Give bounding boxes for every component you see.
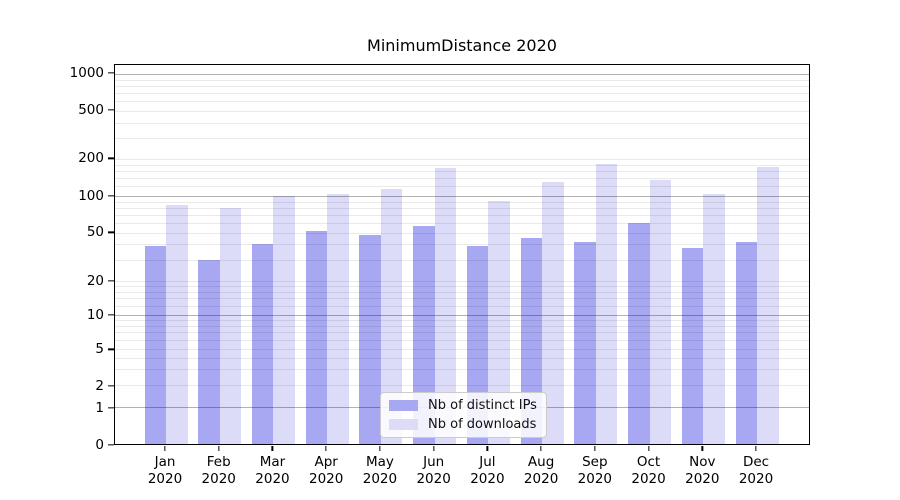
y-tick-mark <box>108 444 114 446</box>
bar-downloads <box>542 182 564 444</box>
x-tick-label: Jun 2020 <box>416 454 451 487</box>
y-tick-mark <box>108 157 114 160</box>
legend-label-downloads: Nb of downloads <box>428 417 537 432</box>
bar-distinct-ips <box>681 248 704 444</box>
legend-swatch-distinct-ips-icon <box>389 400 418 411</box>
bar-distinct-ips <box>574 241 596 444</box>
x-axis: Jan 2020 Feb 2020 Mar 2020 Apr 2020 May 2020 Jun 20… <box>114 446 810 500</box>
bar-downloads <box>649 179 672 444</box>
bar-distinct-ips <box>359 234 381 444</box>
y-tick-mark <box>108 314 114 316</box>
x-tick-label: Aug 2020 <box>523 454 559 487</box>
x-tick-mark <box>701 446 703 451</box>
bar-downloads <box>595 164 618 444</box>
y-tick-label: 2 <box>95 377 104 394</box>
legend-item-distinct-ips: Nb of distinct IPs <box>389 398 538 413</box>
chart-title: MinimumDistance 2020 <box>367 36 557 55</box>
x-tick-label: Oct 2020 <box>631 454 666 487</box>
bar-distinct-ips <box>144 245 166 444</box>
legend-swatch-downloads-icon <box>389 419 418 430</box>
x-tick-label: Apr 2020 <box>309 454 344 487</box>
y-tick-label: 50 <box>86 224 104 241</box>
x-tick-mark <box>432 446 435 451</box>
y-tick-label: 5 <box>95 341 104 358</box>
x-tick-label: Feb 2020 <box>201 454 236 487</box>
bar-distinct-ips <box>735 241 758 444</box>
y-tick-label: 1 <box>95 399 104 416</box>
bar-distinct-ips <box>628 222 650 444</box>
y-tick-mark <box>108 385 114 387</box>
x-tick-mark <box>325 446 327 451</box>
legend: Nb of distinct IPs Nb of downloads <box>380 392 547 438</box>
bar-downloads <box>327 193 349 444</box>
y-tick-label: 20 <box>86 273 104 290</box>
y-tick-label: 200 <box>78 150 104 167</box>
y-tick-mark <box>108 195 114 197</box>
x-tick-mark <box>540 446 542 451</box>
bars-layer <box>115 65 809 444</box>
y-tick-mark <box>108 72 114 74</box>
x-tick-mark <box>164 446 166 451</box>
x-tick-mark <box>271 446 274 451</box>
bar-downloads <box>273 196 295 444</box>
y-tick-label: 10 <box>86 307 104 324</box>
x-tick-label: Nov 2020 <box>685 454 720 487</box>
x-tick-mark <box>594 446 596 451</box>
y-axis-ticks <box>108 64 114 446</box>
x-tick-label: Dec 2020 <box>738 454 774 487</box>
x-tick-label: Jul 2020 <box>470 454 505 487</box>
y-tick-mark <box>108 407 114 409</box>
bar-downloads <box>757 167 779 444</box>
bar-downloads <box>434 167 457 444</box>
y-tick-mark <box>108 348 114 351</box>
x-tick-label: Sep 2020 <box>577 454 613 487</box>
x-tick-mark <box>486 446 489 451</box>
x-tick-mark <box>755 446 757 451</box>
x-tick-label: Jan 2020 <box>147 454 183 487</box>
bar-downloads <box>380 189 403 444</box>
y-axis: 0 1 2 5 10 20 50 100 200 500 1000 <box>0 64 104 453</box>
y-tick-label: 500 <box>78 102 104 119</box>
bar-downloads <box>703 194 725 444</box>
y-tick-label: 100 <box>78 187 104 204</box>
bar-distinct-ips <box>413 225 435 444</box>
y-tick-mark <box>108 109 114 111</box>
x-tick-mark <box>218 446 220 451</box>
x-tick-mark <box>647 446 650 451</box>
y-tick-label: 1000 <box>69 65 104 82</box>
y-tick-label: 0 <box>95 437 104 453</box>
bar-distinct-ips <box>198 259 220 444</box>
y-tick-mark <box>108 231 114 234</box>
bar-downloads <box>219 207 242 444</box>
bar-downloads <box>488 200 510 444</box>
legend-item-downloads: Nb of downloads <box>389 417 538 432</box>
x-tick-label: Mar 2020 <box>255 454 290 487</box>
y-tick-mark <box>108 280 114 282</box>
bar-downloads <box>166 204 188 444</box>
bar-distinct-ips <box>251 244 274 444</box>
bar-distinct-ips <box>305 231 328 444</box>
legend-label-distinct-ips: Nb of distinct IPs <box>428 398 537 413</box>
x-tick-label: May 2020 <box>362 454 398 487</box>
x-tick-mark <box>379 446 381 451</box>
plot-area: Nb of distinct IPs Nb of downloads <box>114 64 810 445</box>
